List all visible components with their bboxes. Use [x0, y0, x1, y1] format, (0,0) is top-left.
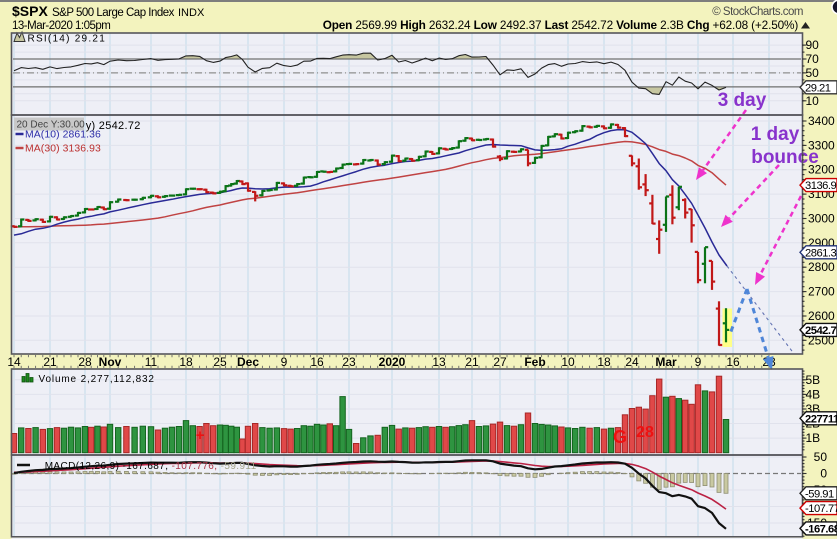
svg-text:21: 21 [465, 355, 479, 369]
svg-text:16: 16 [310, 355, 324, 369]
svg-text:+: + [196, 427, 205, 444]
svg-text:90: 90 [806, 38, 820, 52]
svg-text:1 day: 1 day [751, 124, 800, 145]
svg-text:16: 16 [726, 355, 740, 369]
svg-text:Mar: Mar [655, 355, 677, 369]
svg-text:18: 18 [597, 355, 611, 369]
svg-text:1B: 1B [806, 431, 821, 445]
svg-text:28: 28 [636, 424, 654, 441]
svg-text:14: 14 [7, 355, 21, 369]
svg-text:3136.9: 3136.9 [805, 180, 836, 192]
svg-text:MA(10) 2861.36: MA(10) 2861.36 [25, 130, 101, 141]
svg-text:24: 24 [625, 355, 639, 369]
svg-text:G: G [613, 427, 627, 447]
svg-text:29.21: 29.21 [805, 82, 831, 94]
svg-text:50: 50 [814, 450, 828, 464]
svg-text:MACD(12,26,9) -167.687, -107.7: MACD(12,26,9) -167.687, -107.776, -59.91… [45, 461, 257, 472]
svg-text:25: 25 [213, 355, 227, 369]
svg-text:10: 10 [806, 94, 820, 108]
svg-text:2861.3: 2861.3 [805, 247, 836, 259]
svg-text:10: 10 [561, 355, 575, 369]
svg-text:23: 23 [342, 355, 356, 369]
svg-text:y) 2542.72: y) 2542.72 [86, 120, 141, 132]
svg-text:11: 11 [145, 355, 158, 369]
svg-text:Nov: Nov [99, 355, 122, 369]
svg-text:2700: 2700 [808, 285, 835, 299]
svg-text:-59.91: -59.91 [805, 488, 834, 500]
svg-text:3300: 3300 [808, 138, 835, 152]
svg-text:-107.77: -107.77 [805, 503, 837, 515]
svg-text:70: 70 [806, 52, 820, 66]
svg-text:© StockCharts.com: © StockCharts.com [712, 6, 803, 18]
svg-text:20 Dec Y:30.00: 20 Dec Y:30.00 [17, 120, 86, 131]
svg-text:MA(30) 3136.93: MA(30) 3136.93 [25, 144, 101, 155]
svg-text:3200: 3200 [808, 163, 835, 177]
svg-text:27: 27 [493, 355, 507, 369]
svg-text:3 day: 3 day [718, 90, 767, 111]
svg-text:5B: 5B [806, 373, 821, 387]
svg-text:2800: 2800 [808, 260, 835, 274]
svg-text:$SPX: $SPX [12, 3, 48, 19]
svg-text:9: 9 [695, 355, 702, 369]
svg-text:13-Mar-2020 1:05pm: 13-Mar-2020 1:05pm [12, 20, 110, 32]
svg-text:Dec: Dec [237, 355, 259, 369]
svg-text:-167.68: -167.68 [805, 523, 837, 535]
svg-text:INDX: INDX [178, 7, 205, 19]
svg-text:4B: 4B [806, 387, 821, 401]
svg-text:21: 21 [43, 355, 57, 369]
svg-text:50: 50 [806, 66, 820, 80]
svg-text:13: 13 [432, 355, 446, 369]
svg-text:S&P 500 Large Cap Index: S&P 500 Large Cap Index [52, 7, 175, 19]
svg-text:2542.7: 2542.7 [805, 325, 836, 337]
svg-text:Volume 2,277,112,832: Volume 2,277,112,832 [39, 374, 155, 385]
svg-text:9: 9 [281, 355, 288, 369]
svg-text:2600: 2600 [808, 309, 835, 323]
svg-text:28: 28 [78, 355, 92, 369]
svg-text:3000: 3000 [808, 212, 835, 226]
svg-text:0: 0 [820, 467, 827, 481]
svg-text:RSI(14) 29.21: RSI(14) 29.21 [28, 34, 107, 45]
svg-text:Open 2569.99 High 2632.24 Lo: Open 2569.99 High 2632.24 Low 2492.37 La… [323, 18, 799, 32]
svg-text:2277112: 2277112 [805, 413, 837, 425]
svg-text:Feb: Feb [524, 355, 545, 369]
svg-text:2020: 2020 [379, 355, 406, 369]
svg-text:18: 18 [179, 355, 193, 369]
svg-text:3400: 3400 [808, 114, 835, 128]
